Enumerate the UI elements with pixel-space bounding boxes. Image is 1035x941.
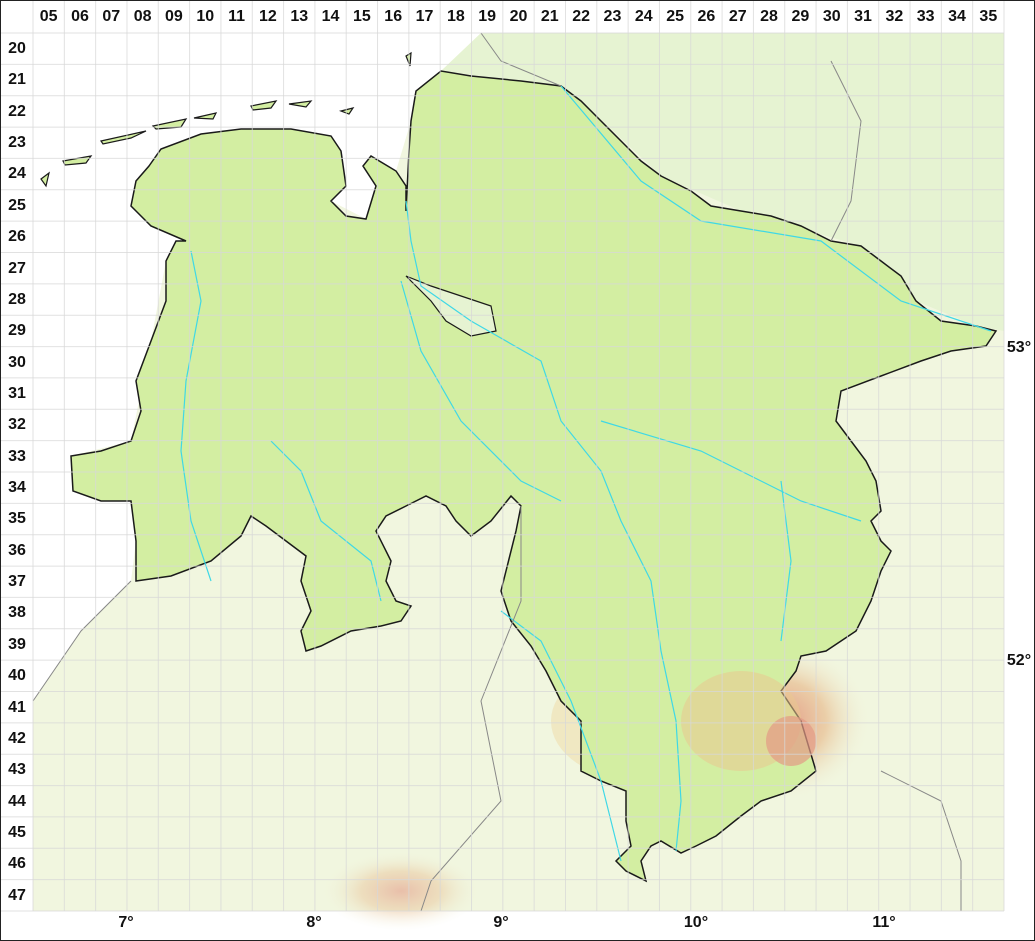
column-label: 09 <box>165 8 183 25</box>
column-label: 10 <box>196 8 215 25</box>
latitude-label: 53° <box>1006 339 1032 356</box>
column-label: 21 <box>540 8 559 25</box>
row-label: 20 <box>8 40 26 57</box>
islands <box>40 51 412 188</box>
column-label: 34 <box>948 8 966 25</box>
column-label: 27 <box>728 8 747 25</box>
column-label: 33 <box>916 8 935 25</box>
relief-brocken <box>766 716 816 766</box>
column-label: 22 <box>572 8 591 25</box>
row-label: 28 <box>8 290 26 308</box>
row-label: 46 <box>8 855 26 873</box>
row-label: 27 <box>8 259 26 277</box>
row-label: 24 <box>8 165 26 183</box>
row-label: 31 <box>8 384 26 402</box>
column-label: 32 <box>885 8 904 25</box>
relief-south <box>321 851 481 931</box>
latitude-label: 52° <box>1006 652 1032 669</box>
row-label: 42 <box>8 729 26 747</box>
longitude-label: 8° <box>306 914 322 931</box>
row-label: 35 <box>8 510 26 528</box>
column-label: 23 <box>603 8 622 25</box>
row-label: 23 <box>8 134 26 152</box>
row-label: 34 <box>8 479 26 496</box>
row-label: 25 <box>8 196 26 214</box>
row-label: 40 <box>8 667 26 685</box>
column-label: 15 <box>352 8 371 25</box>
column-label: 29 <box>791 8 810 25</box>
column-label: 31 <box>854 8 872 25</box>
longitude-label: 11° <box>872 914 896 931</box>
column-label: 28 <box>760 8 778 25</box>
row-label: 45 <box>8 823 26 841</box>
column-label: 11 <box>228 8 246 25</box>
row-label: 39 <box>8 635 26 653</box>
column-label: 20 <box>509 8 528 25</box>
column-label: 07 <box>102 8 121 25</box>
grid-lines <box>1 1 1005 912</box>
column-label: 18 <box>446 8 465 25</box>
column-label: 24 <box>634 8 653 25</box>
column-label: 19 <box>478 8 497 25</box>
column-label: 06 <box>71 8 89 25</box>
row-label: 32 <box>8 416 26 434</box>
column-label: 05 <box>39 8 58 25</box>
row-label: 43 <box>8 761 26 779</box>
column-label: 35 <box>979 8 998 25</box>
row-label: 21 <box>8 71 26 89</box>
row-label: 38 <box>8 604 26 622</box>
row-label: 29 <box>8 322 26 340</box>
column-label: 13 <box>290 8 309 25</box>
row-label: 33 <box>8 447 26 465</box>
column-label: 17 <box>415 8 434 25</box>
row-label: 26 <box>8 228 26 246</box>
column-label: 30 <box>822 8 841 25</box>
longitude-label: 10° <box>683 914 709 931</box>
row-label: 30 <box>8 353 26 371</box>
column-label: 16 <box>384 8 403 25</box>
row-label: 37 <box>8 573 26 591</box>
longitude-label: 9° <box>493 914 509 931</box>
row-label: 47 <box>8 886 26 904</box>
column-label: 14 <box>321 8 340 25</box>
longitude-label: 7° <box>118 914 134 931</box>
row-label: 44 <box>8 792 26 810</box>
row-label: 22 <box>8 102 26 120</box>
row-label: 41 <box>8 698 26 716</box>
column-label: 08 <box>133 8 152 25</box>
column-label: 25 <box>666 8 684 25</box>
row-label: 36 <box>8 541 26 559</box>
column-label: 26 <box>697 8 716 25</box>
column-label: 12 <box>259 8 277 25</box>
